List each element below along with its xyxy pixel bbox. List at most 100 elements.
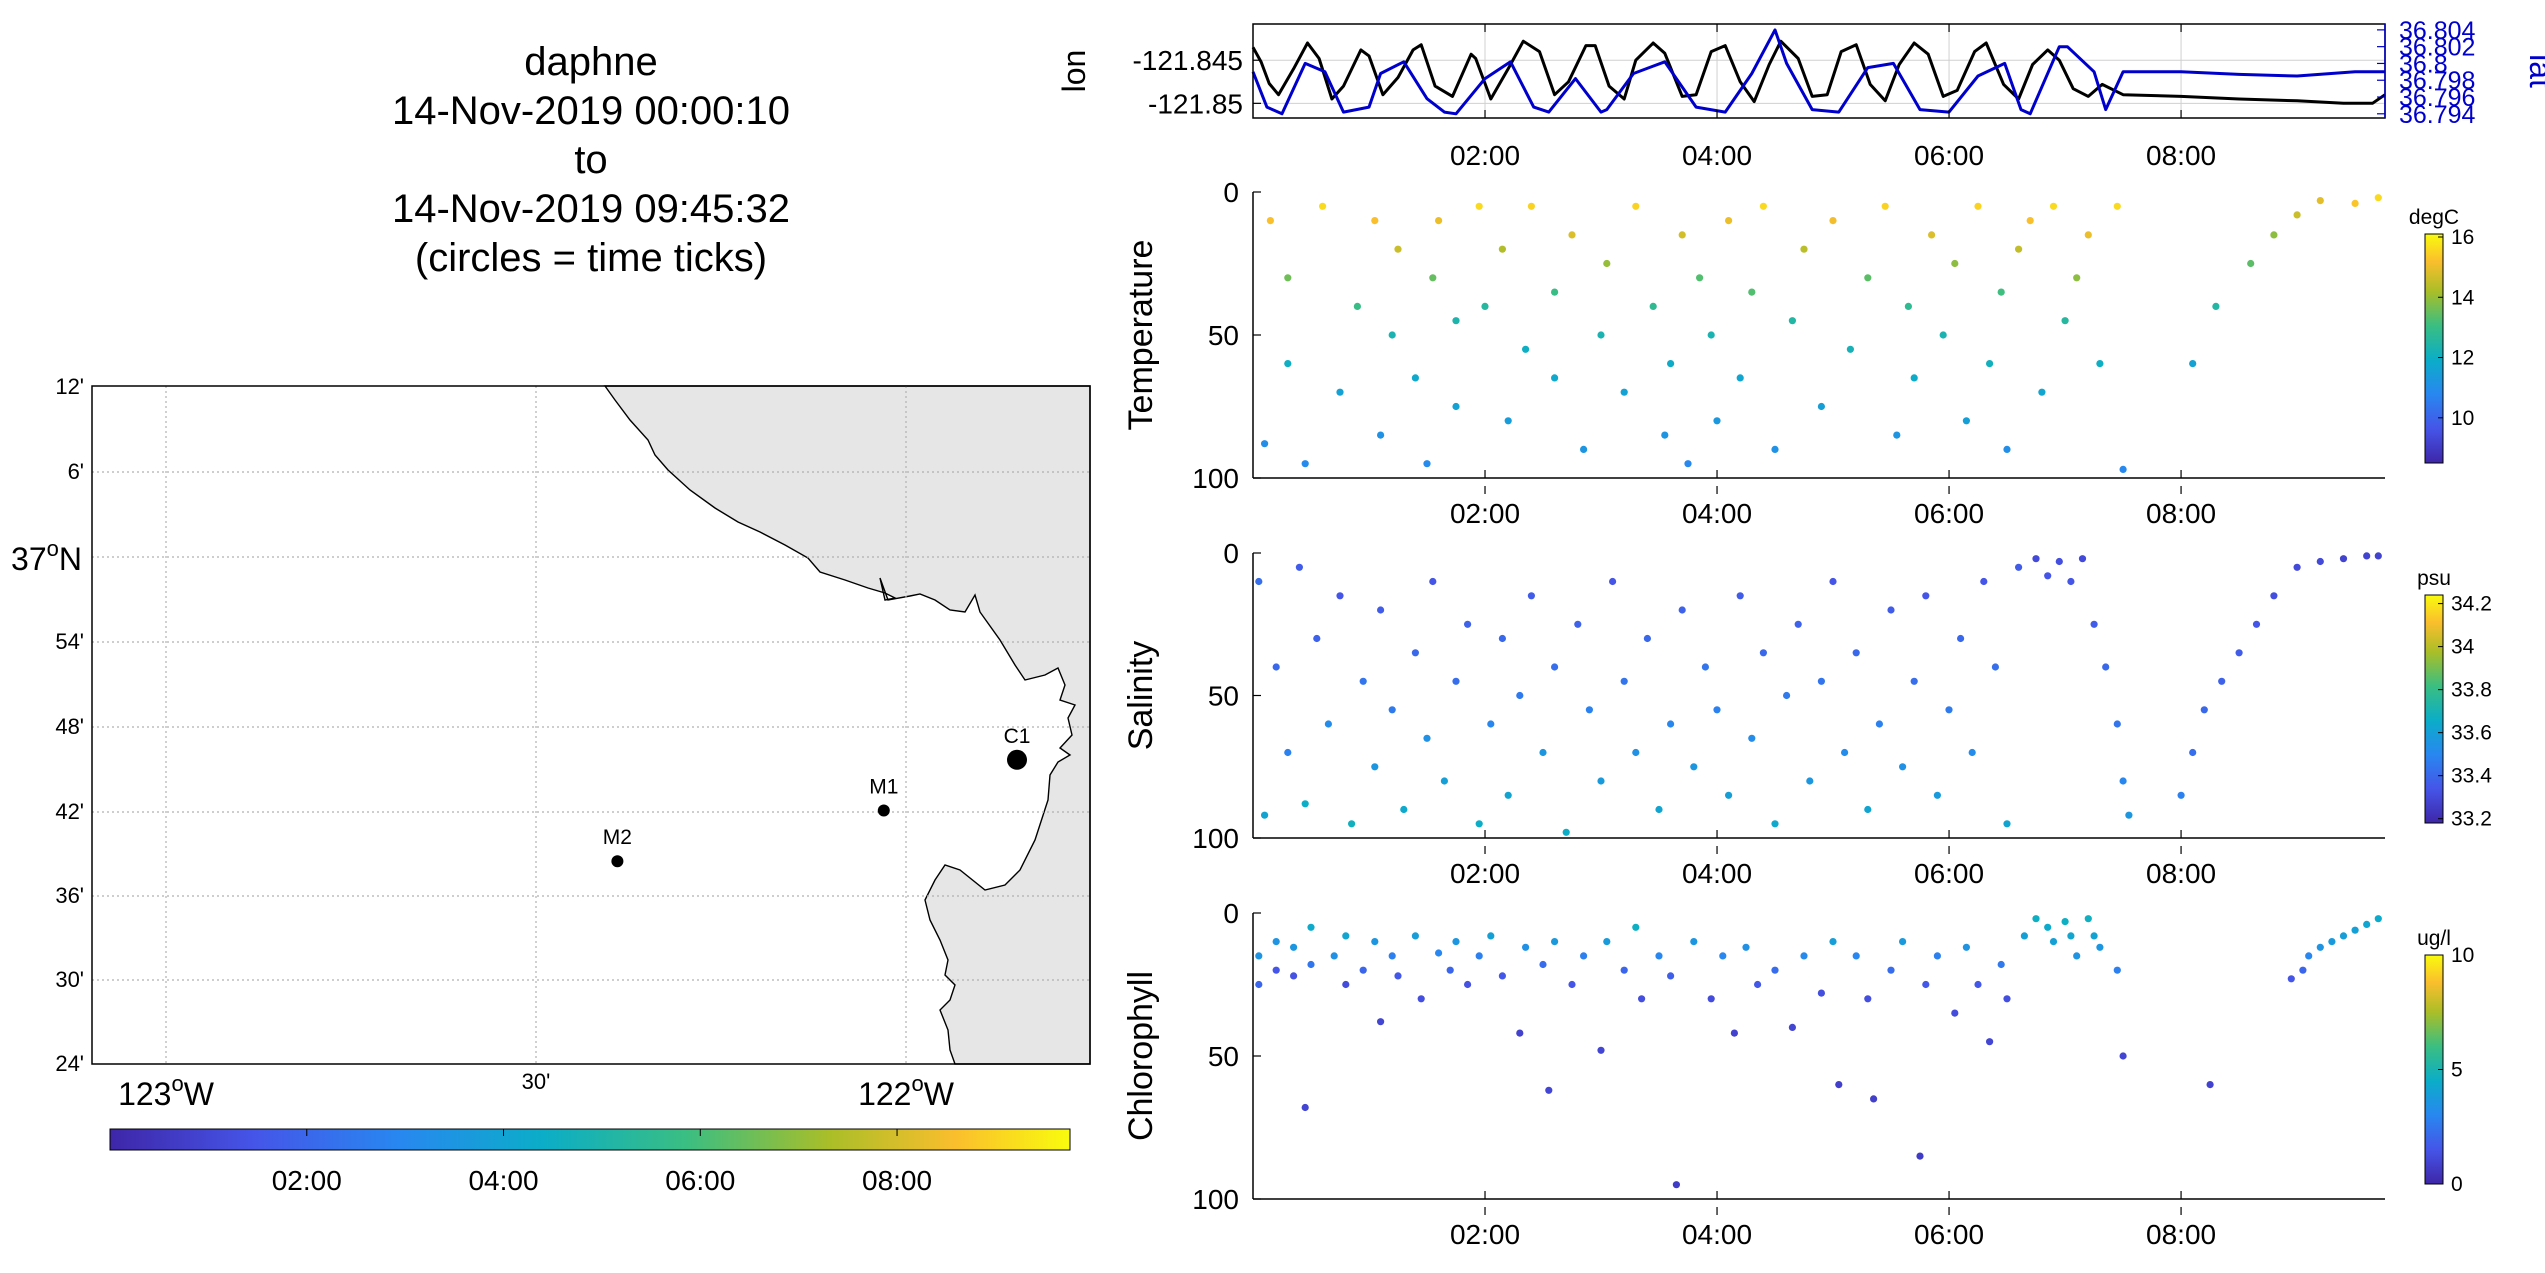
- data-point: [1417, 995, 1425, 1003]
- x-tick-label: 06:00: [1914, 140, 1984, 171]
- data-point: [1870, 1095, 1878, 1103]
- data-point: [1725, 791, 1733, 799]
- data-point: [1377, 606, 1385, 614]
- data-point: [2113, 202, 2121, 210]
- colorbar-tick-label: 10: [2451, 944, 2474, 967]
- data-point: [1991, 663, 1999, 671]
- lat-label: 30': [55, 967, 84, 992]
- data-point: [2287, 975, 2295, 983]
- data-point: [1371, 217, 1379, 225]
- data-point: [2015, 563, 2023, 571]
- map-grid: [92, 386, 1090, 1064]
- data-point: [1986, 360, 1994, 368]
- data-point: [1452, 677, 1460, 685]
- data-point: [1736, 374, 1744, 382]
- lat-trace-line: [1251, 28, 2385, 116]
- data-point: [2218, 677, 2226, 685]
- data-point: [1928, 231, 1936, 239]
- data-point: [2305, 952, 2313, 960]
- data-point: [2067, 577, 2075, 586]
- data-point: [1904, 302, 1912, 310]
- data-point: [1435, 217, 1443, 225]
- data-point: [1371, 938, 1379, 946]
- colorbar-unit-label: psu: [2417, 567, 2451, 590]
- data-point: [1498, 245, 1506, 253]
- data-point: [1487, 932, 1495, 940]
- data-point: [1655, 952, 1663, 960]
- data-point: [2212, 302, 2220, 310]
- data-point: [2015, 245, 2023, 253]
- data-point: [2096, 943, 2104, 951]
- colorbar: [2424, 233, 2444, 464]
- y-tick-label: 50: [1208, 320, 1239, 351]
- y-tick-label: 50: [1208, 1041, 1239, 1072]
- data-point: [1783, 691, 1791, 700]
- data-point: [1736, 592, 1744, 600]
- data-point: [1284, 360, 1292, 368]
- colorbar-tick-label: 33.6: [2451, 722, 2492, 745]
- lon-trace-line: [1251, 39, 2386, 105]
- lat-label: 42': [55, 799, 84, 824]
- data-point: [2374, 194, 2382, 202]
- data-point: [1916, 1152, 1924, 1160]
- data-point: [2293, 211, 2301, 219]
- y-tick-label: 0: [1223, 538, 1239, 569]
- data-point: [1754, 980, 1762, 989]
- x-tick-label: 04:00: [1682, 140, 1752, 171]
- data-point: [2189, 360, 2197, 368]
- map-lat-labels: 12' 6' 37oN 54' 48' 42' 36' 30' 24': [11, 374, 84, 1076]
- colorbar-tick-label: 34.2: [2451, 593, 2492, 616]
- y-axis-label: Salinity: [1122, 641, 1160, 751]
- data-point: [2073, 952, 2081, 960]
- data-point: [2316, 197, 2324, 205]
- title-line-1: daphne: [524, 40, 657, 84]
- data-point: [1875, 720, 1883, 728]
- data-point: [2189, 748, 2197, 757]
- colorbar-unit-label: degC: [2409, 206, 2459, 229]
- station-label: M2: [603, 826, 632, 849]
- data-point: [1997, 960, 2005, 969]
- data-point: [1667, 360, 1675, 368]
- lat-label: 12': [55, 374, 84, 399]
- x-tick-label: 08:00: [2146, 140, 2216, 171]
- data-point: [1933, 791, 1941, 799]
- data-point: [2084, 231, 2092, 239]
- data-point: [1655, 805, 1663, 814]
- time-colorbar-ticks: 02:00 04:00 06:00 08:00: [272, 1129, 932, 1196]
- data-point: [1342, 932, 1350, 940]
- data-point: [1295, 563, 1303, 571]
- data-point: [1284, 748, 1292, 757]
- data-point: [1498, 972, 1506, 980]
- data-point: [1452, 317, 1460, 325]
- data-point: [2020, 932, 2028, 940]
- data-point: [1301, 800, 1309, 808]
- data-point: [1684, 460, 1692, 468]
- data-point: [1411, 932, 1419, 940]
- data-point: [2038, 388, 2046, 396]
- data-point: [1348, 820, 1356, 828]
- lat-label: 37oN: [11, 536, 82, 577]
- data-point: [1678, 231, 1686, 239]
- data-point: [1324, 720, 1332, 728]
- data-point: [1609, 577, 1617, 586]
- data-point: [1841, 748, 1849, 757]
- colorbar-tick-label: 0: [2451, 1173, 2463, 1196]
- data-point: [2102, 663, 2110, 671]
- data-point: [1794, 620, 1802, 628]
- data-point: [1817, 989, 1825, 997]
- y2-axis-label: lat: [2523, 54, 2545, 88]
- data-point: [1864, 274, 1872, 282]
- map-frame: [91, 385, 1091, 1065]
- data-point: [1388, 706, 1396, 714]
- data-point: [1748, 288, 1756, 296]
- data-point: [1388, 331, 1396, 339]
- data-point: [1643, 634, 1651, 643]
- data-point: [1951, 1009, 1959, 1017]
- data-point: [2067, 932, 2075, 940]
- y-tick-label: 50: [1208, 681, 1239, 712]
- y-axis-label: Temperature: [1122, 240, 1160, 431]
- data-point: [1771, 966, 1779, 974]
- x-tick-label: 02:00: [1450, 140, 1520, 171]
- colorbar: [2424, 594, 2444, 824]
- data-point: [1980, 577, 1988, 586]
